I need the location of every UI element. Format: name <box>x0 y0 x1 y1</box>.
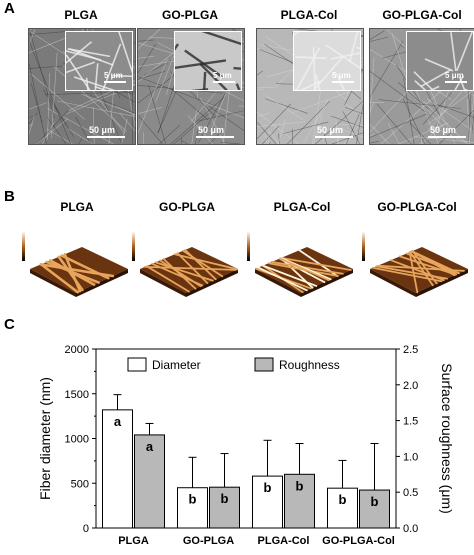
bar-roughness <box>209 486 240 529</box>
bar-chart: 0 500 1000 1500 2000 0.0 0.5 1.0 1.5 2.0 2.5 Fiber … <box>37 344 455 547</box>
significance-letter: b <box>296 478 304 493</box>
afm-title: GO-PLGA-Col <box>377 200 457 214</box>
scale-bar-large <box>196 136 234 138</box>
bar-diameter <box>102 409 133 529</box>
significance-letter: b <box>264 480 272 495</box>
sem-title: PLGA <box>64 8 98 22</box>
afm-title: PLGA <box>60 200 94 214</box>
afm-surface <box>247 231 353 297</box>
afm-surface <box>132 231 239 297</box>
scale-bar-small <box>445 81 467 83</box>
significance-letter: b <box>339 492 347 507</box>
significance-letter: a <box>114 414 122 429</box>
bar-diameter <box>177 487 208 529</box>
x-tick-label: PLGA <box>118 535 149 547</box>
significance-letter: b <box>371 494 379 509</box>
bar-roughness <box>284 473 315 529</box>
sem-image: 5 μm 50 μm <box>369 28 474 145</box>
significance-letter: b <box>221 491 229 506</box>
bar-diameter <box>252 475 283 529</box>
afm-surface <box>22 231 128 297</box>
sem-image: 5 μm 50 μm <box>137 28 245 145</box>
sem-image: 5 μm 50 μm <box>256 28 364 145</box>
legend-label: Diameter <box>152 358 201 372</box>
scale-bar-large <box>315 136 353 138</box>
scale-bar-large <box>87 136 125 138</box>
y2-tick-label: 2.0 <box>403 380 418 392</box>
sem-title: PLGA-Col <box>280 8 338 22</box>
panel-letter-c: C <box>4 316 15 333</box>
y-tick-label: 1500 <box>65 389 89 401</box>
scale-label-small: 5 μm <box>445 71 464 80</box>
bar-roughness <box>359 489 390 529</box>
scale-label-large: 50 μm <box>89 125 116 135</box>
scale-bar-small <box>104 81 126 83</box>
scale-label-large: 50 μm <box>198 125 225 135</box>
sem-image: 5 μm 50 μm <box>28 28 136 145</box>
scale-label-small: 5 μm <box>213 71 232 80</box>
legend-swatch <box>127 357 147 372</box>
x-tick-label: GO-PLGA-Col <box>322 535 395 547</box>
sem-title: GO-PLGA-Col <box>382 8 462 22</box>
scale-bar-small <box>213 81 235 83</box>
significance-letter: a <box>146 439 154 454</box>
sem-title: GO-PLGA <box>162 8 218 22</box>
x-tick-label: PLGA-Col <box>258 535 310 547</box>
scale-label-small: 5 μm <box>332 71 351 80</box>
afm-title: PLGA-Col <box>273 200 331 214</box>
y2-axis-label: Surface roughness (μm) <box>439 363 455 513</box>
sem-inset: 5 μm <box>293 31 361 91</box>
panel-letter-b: B <box>4 188 15 205</box>
y-tick-label: 1000 <box>65 434 89 446</box>
y2-tick-label: 2.5 <box>403 344 418 356</box>
y2-tick-label: 1.5 <box>403 416 418 428</box>
y2-tick-label: 1.0 <box>403 451 418 463</box>
afm-title: GO-PLGA <box>159 200 215 214</box>
scale-label-large: 50 μm <box>317 125 344 135</box>
y-tick-label: 500 <box>71 478 89 490</box>
y-axis-label: Fiber diameter (nm) <box>37 377 53 500</box>
sem-inset: 5 μm <box>174 31 242 91</box>
scale-label-small: 5 μm <box>104 71 123 80</box>
scale-bar-large <box>428 136 466 138</box>
y2-tick-label: 0.5 <box>403 487 418 499</box>
significance-letter: b <box>189 492 197 507</box>
afm-surface <box>362 231 468 297</box>
scale-label-large: 50 μm <box>430 125 457 135</box>
bar-diameter <box>327 487 358 529</box>
y2-tick-label: 0.0 <box>403 523 418 535</box>
sem-inset: 5 μm <box>406 31 474 91</box>
bar-roughness <box>134 434 165 529</box>
x-tick-label: GO-PLGA <box>183 535 234 547</box>
y-tick-label: 2000 <box>65 344 89 356</box>
scale-bar-small <box>332 81 354 83</box>
panel-letter-a: A <box>4 0 15 17</box>
sem-inset: 5 μm <box>65 31 133 91</box>
legend-swatch <box>254 357 274 372</box>
y-tick-label: 0 <box>83 523 89 535</box>
legend-label: Roughness <box>279 358 340 372</box>
